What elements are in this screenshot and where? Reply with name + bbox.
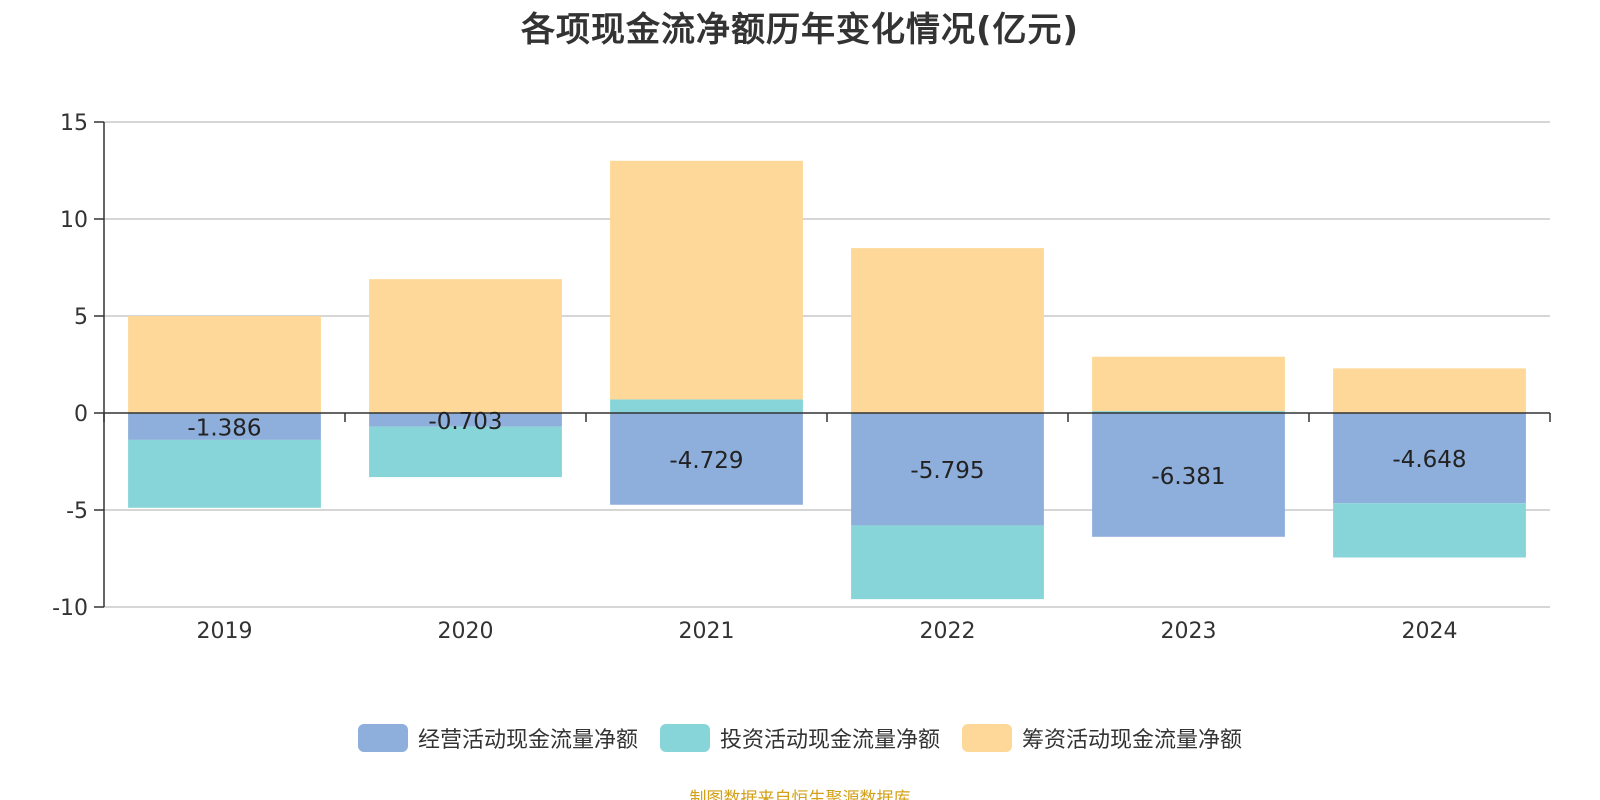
x-tick-label: 2019 <box>197 619 253 644</box>
y-tick-label: -5 <box>66 499 88 524</box>
bar-financing-2022 <box>851 248 1044 413</box>
bar-investing-2022 <box>851 525 1044 600</box>
data-label: -4.729 <box>669 448 743 474</box>
legend-swatch <box>962 724 1012 752</box>
legend-item[interactable]: 筹资活动现金流量净额 <box>962 722 1242 754</box>
bar-layer <box>128 160 1526 600</box>
y-tick-label: 10 <box>60 208 88 233</box>
legend-label: 投资活动现金流量净额 <box>719 728 940 753</box>
legend-swatch <box>659 724 710 752</box>
x-tick-label: 2024 <box>1402 619 1458 644</box>
legend-item[interactable]: 经营活动现金流量净额 <box>357 722 638 754</box>
bar-financing-2023 <box>1092 356 1285 412</box>
bar-financing-2021 <box>610 160 803 400</box>
legend: 经营活动现金流量净额 投资活动现金流量净额 筹资活动现金流量净额 <box>0 722 1600 754</box>
bar-operating-2019 <box>128 413 321 440</box>
chart-title: 各项现金流净额历年变化情况(亿元) <box>520 10 1080 50</box>
y-tick-label: -10 <box>52 596 88 621</box>
y-tick-label: 15 <box>60 111 88 136</box>
bar-investing-2020 <box>369 426 562 478</box>
data-label: -6.381 <box>1151 464 1225 490</box>
source-note: 制图数据来自恒生聚源数据库 <box>689 789 911 800</box>
bar-operating-2024 <box>1333 413 1526 504</box>
x-tick-label: 2023 <box>1161 619 1217 644</box>
bar-financing-2020 <box>369 279 562 413</box>
bar-financing-2024 <box>1333 368 1526 413</box>
axis-layer: 15 10 5 0 -5 -10 2019 2020 2021 2022 2023 2024 <box>52 111 1551 644</box>
bar-financing-2019 <box>128 316 321 413</box>
grid-layer <box>104 121 1550 608</box>
bar-operating-2020 <box>369 413 562 427</box>
x-tick-label: 2020 <box>438 619 494 644</box>
label-layer: -1.386 -0.703 -4.729 -5.795 -6.381 -4.648 <box>187 409 1466 490</box>
data-label: -4.648 <box>1392 447 1466 473</box>
bar-investing-2021 <box>610 399 803 413</box>
y-tick-label: 5 <box>74 305 88 330</box>
data-label: -1.386 <box>187 415 261 441</box>
legend-label: 经营活动现金流量净额 <box>417 728 638 753</box>
x-tick-label: 2021 <box>679 619 735 644</box>
bar-investing-2019 <box>128 439 321 508</box>
y-tick-label: 0 <box>74 402 88 427</box>
legend-label: 筹资活动现金流量净额 <box>1022 728 1243 753</box>
data-label: -5.795 <box>910 458 984 484</box>
legend-swatch <box>357 724 408 752</box>
bar-operating-2023 <box>1092 413 1285 537</box>
bar-operating-2021 <box>610 413 803 505</box>
legend-item[interactable]: 投资活动现金流量净额 <box>659 722 940 754</box>
x-tick-label: 2022 <box>920 619 976 644</box>
data-label: -0.703 <box>428 409 502 435</box>
bar-investing-2023 <box>1092 411 1285 413</box>
bar-operating-2022 <box>851 413 1044 526</box>
bar-investing-2024 <box>1333 503 1526 558</box>
